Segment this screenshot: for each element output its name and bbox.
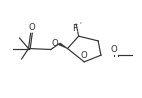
Polygon shape xyxy=(58,43,68,49)
Text: F: F xyxy=(73,24,78,33)
Text: O: O xyxy=(110,45,117,54)
Text: O: O xyxy=(52,39,58,48)
Text: O: O xyxy=(81,51,88,60)
Text: O: O xyxy=(28,23,35,32)
Text: ʹ: ʹ xyxy=(79,23,81,29)
